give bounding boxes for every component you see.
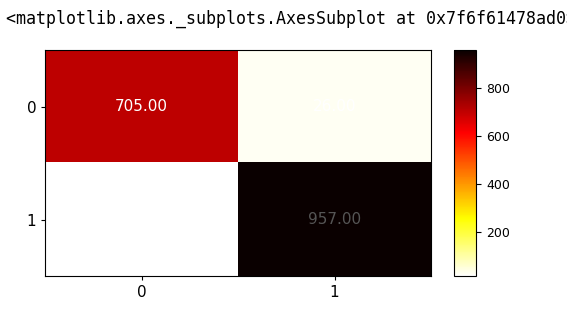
- Text: 957.00: 957.00: [308, 212, 361, 227]
- Text: 26.00: 26.00: [313, 99, 356, 114]
- Text: 705.00: 705.00: [115, 99, 168, 114]
- Text: 13.00: 13.00: [120, 212, 163, 227]
- Text: <matplotlib.axes._subplots.AxesSubplot at 0x7f6f61478ad0>: <matplotlib.axes._subplots.AxesSubplot a…: [6, 9, 567, 28]
